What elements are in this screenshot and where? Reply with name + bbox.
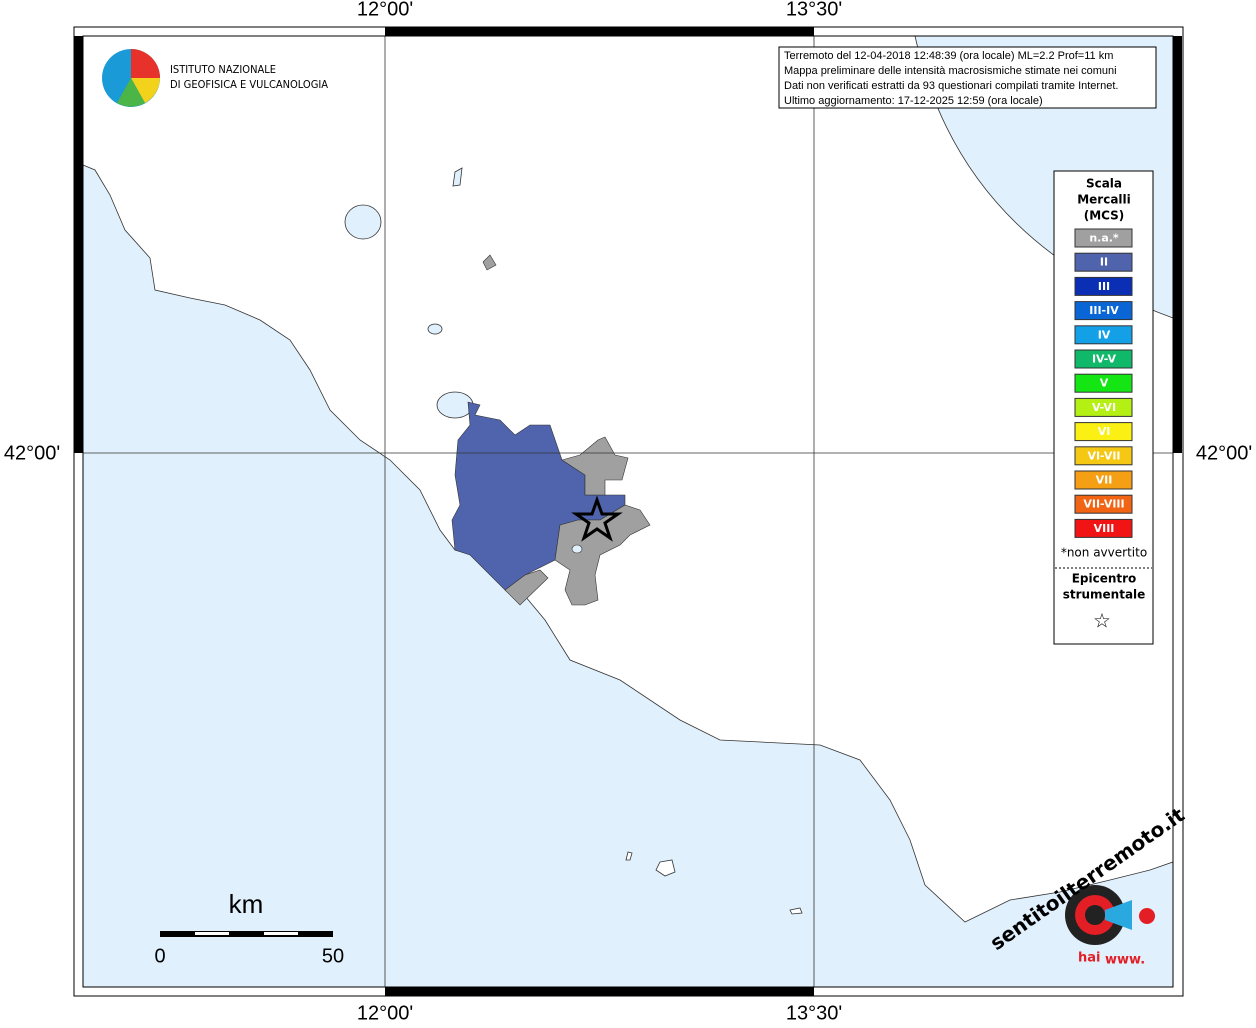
badge-text: hai <box>1078 951 1100 966</box>
ingv-logo: ISTITUTO NAZIONALE DI GEOFISICA E VULCAN… <box>102 49 328 107</box>
scale-label: 0 <box>154 945 165 967</box>
legend-title: strumentale <box>1063 588 1146 602</box>
legend-swatch <box>1074 518 1133 538</box>
legend-label: n.a.* <box>1089 232 1119 245</box>
frame <box>73 26 1184 997</box>
lake <box>427 323 443 335</box>
legend-title: (MCS) <box>1084 209 1125 223</box>
legend-label: IV <box>1098 328 1111 341</box>
legend-label: VI <box>1098 425 1111 438</box>
axis-label: 12°00' <box>357 0 413 20</box>
sea <box>82 164 1174 988</box>
info-box <box>778 46 1157 109</box>
legend-swatch <box>1074 446 1133 466</box>
legend-swatch <box>1074 301 1133 321</box>
legend-label: VII-VIII <box>1083 498 1124 511</box>
legend-swatch <box>1074 494 1133 514</box>
legend-label: V <box>1100 377 1109 390</box>
lake <box>344 204 382 240</box>
legend-swatch <box>1074 373 1133 393</box>
legend-title: Mercalli <box>1077 193 1131 207</box>
axis-label: 12°00' <box>357 1002 413 1024</box>
legend-label: IV-V <box>1092 353 1117 366</box>
legend-title: Epicentro <box>1072 572 1137 586</box>
axis-label: 42°00' <box>1196 442 1252 464</box>
scale-unit: km <box>229 889 264 919</box>
legend-note: *non avvertito <box>1061 546 1147 560</box>
legend-swatch <box>1074 276 1133 296</box>
legend-label: III-IV <box>1089 304 1119 317</box>
legend-label: II <box>1100 256 1108 269</box>
legend-label: VI-VII <box>1087 449 1120 462</box>
legend-swatch <box>1074 470 1133 490</box>
legend-swatch <box>1074 325 1133 345</box>
info-line: Terremoto del 12-04-2018 12:48:39 (ora l… <box>784 50 1113 62</box>
epicentre <box>571 495 623 542</box>
legend-swatch <box>1074 397 1133 417</box>
info-line: Dati non verificati estratti da 93 quest… <box>784 80 1118 92</box>
legend-label: V-VI <box>1092 401 1116 414</box>
legend-label: III <box>1098 280 1110 293</box>
badge-text: www. <box>1105 953 1145 968</box>
legend-swatch <box>1074 349 1133 369</box>
logo-text: DI GEOFISICA E VULCANOLOGIA <box>170 78 328 91</box>
legend-swatch <box>1074 252 1133 272</box>
legend-title: Scala <box>1086 177 1122 191</box>
axis-label: 13°30' <box>786 0 842 20</box>
region <box>504 436 651 606</box>
info-line: Ultimo aggiornamento: 17-12-2025 12:59 (… <box>784 95 1043 107</box>
legend-label: VIII <box>1094 522 1115 535</box>
axis-label: 42°00' <box>4 442 60 464</box>
axis-label: 13°30' <box>786 1002 842 1024</box>
legend-label: VII <box>1096 474 1113 487</box>
legend-swatch <box>1074 228 1133 248</box>
logo-text: ISTITUTO NAZIONALE <box>170 63 276 76</box>
scale-bar: km 0 50 <box>154 889 344 967</box>
info-line: Mappa preliminare delle intensità macros… <box>784 65 1117 77</box>
lake <box>436 391 474 419</box>
legend-swatch <box>1074 422 1133 442</box>
scale-label: 50 <box>322 945 344 967</box>
legend-star: ☆ <box>1093 609 1111 633</box>
